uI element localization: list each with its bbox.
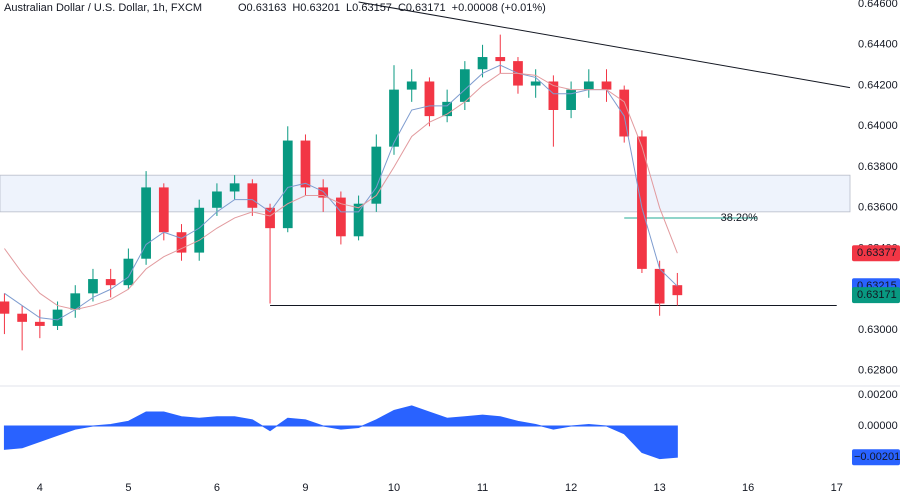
- candle-body: [52, 309, 63, 326]
- osc-tick-label: 0.00000: [858, 420, 898, 432]
- candle-body: [389, 89, 399, 147]
- candle-body: [88, 279, 98, 294]
- candle-body: [424, 81, 435, 117]
- candle-body: [141, 187, 151, 259]
- candle-body: [672, 285, 683, 296]
- candle-body: [477, 57, 488, 70]
- osc-value-label: −0.00201: [854, 451, 900, 463]
- candle-body: [619, 89, 630, 137]
- candle-body: [247, 183, 258, 208]
- candle-body: [34, 321, 45, 326]
- x-tick-label: 10: [388, 482, 400, 494]
- candle-body: [0, 301, 10, 314]
- y-tick-label: 0.63000: [858, 324, 898, 336]
- candle-body: [566, 89, 576, 110]
- price-label-box: [852, 287, 900, 304]
- y-tick-label: 0.64200: [858, 79, 898, 91]
- candle-body: [459, 69, 470, 102]
- x-tick-label: 13: [654, 482, 666, 494]
- chart-title: Australian Dollar / U.S. Dollar, 1h, FXC…: [4, 2, 202, 14]
- ohlc-value: +0.00008 (+0.01%): [452, 2, 546, 14]
- y-tick-label: 0.63600: [858, 202, 898, 214]
- x-tick-label: 16: [742, 482, 754, 494]
- candle-body: [548, 81, 559, 110]
- x-tick-label: 5: [125, 482, 131, 494]
- y-tick-label: 0.62800: [858, 365, 898, 377]
- x-tick-label: 6: [214, 482, 220, 494]
- osc-tick-label: 0.00200: [858, 389, 898, 401]
- y-tick-label: 0.63800: [858, 161, 898, 173]
- x-tick-label: 17: [831, 482, 843, 494]
- candle-body: [212, 191, 222, 208]
- y-tick-label: 0.64400: [858, 39, 898, 51]
- ohlc-value: C0.63171: [398, 2, 446, 14]
- candle-body: [194, 207, 205, 253]
- x-tick-label: 11: [477, 482, 488, 494]
- candle-body: [654, 268, 665, 304]
- candle-body: [353, 203, 364, 237]
- candle-body: [583, 81, 594, 90]
- candle-body: [371, 146, 382, 204]
- ma-line: [4, 72, 678, 311]
- candle-body: [442, 101, 453, 117]
- oscillator-area: [3, 405, 678, 460]
- candle-body: [123, 258, 134, 286]
- candle-body: [265, 207, 275, 229]
- trend-line: [358, 1, 851, 89]
- x-tick-label: 9: [302, 482, 308, 494]
- candle-body: [637, 136, 647, 269]
- candle-body: [282, 140, 293, 229]
- price-label: 0.63171: [857, 289, 897, 301]
- candle-body: [229, 183, 240, 192]
- price-label: 0.63377: [857, 247, 897, 259]
- candle-body: [318, 187, 329, 198]
- y-tick-label: 0.64600: [858, 0, 898, 10]
- x-tick-label: 4: [37, 482, 43, 494]
- y-tick-label: 0.64000: [858, 120, 898, 132]
- candle-body: [176, 232, 187, 253]
- osc-value-box: [852, 449, 900, 466]
- price-label-box: [852, 245, 900, 262]
- ohlc-value: H0.63201: [292, 2, 340, 14]
- candle-body: [158, 187, 169, 233]
- candle-body: [601, 81, 612, 90]
- candle-body: [70, 293, 81, 310]
- fib-label: 38.20%: [721, 212, 759, 224]
- ohlc-value: O0.63163: [238, 2, 286, 14]
- candle-body: [530, 81, 541, 86]
- ohlc-value: L0.63157: [346, 2, 392, 14]
- ma-line: [4, 64, 678, 321]
- zone: [0, 174, 851, 213]
- candle-body: [336, 197, 346, 237]
- candle-body: [495, 57, 506, 62]
- x-tick-label: 12: [565, 482, 577, 494]
- candle-body: [105, 279, 116, 286]
- candle-body: [17, 313, 28, 322]
- candle-body: [406, 81, 417, 90]
- candle-body: [300, 140, 311, 188]
